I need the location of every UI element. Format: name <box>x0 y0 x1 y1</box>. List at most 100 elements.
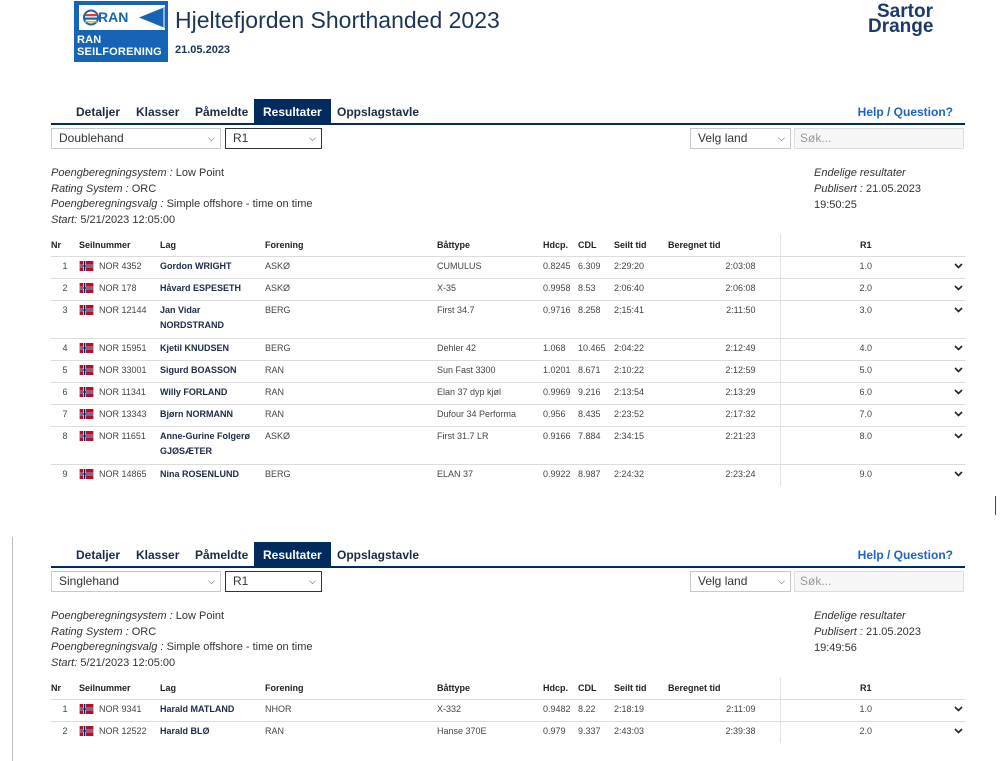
sail-number-cell: NOR 14865 <box>79 463 160 486</box>
sail-number-cell: NOR 12144 <box>79 299 160 338</box>
tab-oppslagstavle[interactable]: Oppslagstavle <box>337 548 420 562</box>
column-header[interactable]: CDL <box>578 682 597 693</box>
column-header[interactable]: Seilnummer <box>79 682 131 693</box>
column-header[interactable]: R1 <box>779 234 951 256</box>
tab-pameldte[interactable]: Påmeldte <box>195 548 249 562</box>
rank-cell: 4 <box>51 337 79 360</box>
column-header[interactable]: Beregnet tid <box>668 682 721 693</box>
table-row[interactable]: 1 NOR 4352 Gordon WRIGHT ASKØ CUMULUS 0.8245 6… <box>51 255 965 278</box>
table-header-row: Nr Seilnummer Lag Forening Båttype Hdcp. CDL Se… <box>51 234 965 256</box>
rank-cell: 5 <box>51 359 79 382</box>
search-placeholder: Søk... <box>800 574 832 588</box>
column-header[interactable]: Nr <box>51 239 62 250</box>
class-select[interactable]: Singlehand ⌵ <box>51 571 221 592</box>
search-input[interactable]: Søk... <box>794 571 964 592</box>
rank-cell: 8 <box>51 425 79 464</box>
expand-row-button[interactable] <box>951 381 965 404</box>
race-select[interactable]: R1 ⌵ <box>225 128 322 149</box>
table-row[interactable]: 1 NOR 9341 Harald MATLAND NHOR X-332 0.9482 8.… <box>51 698 965 721</box>
tab-resultater[interactable]: Resultater <box>254 99 331 125</box>
column-header[interactable]: Lag <box>160 239 177 250</box>
handicap-cell: 0.9716 <box>543 299 578 338</box>
expand-row-button[interactable] <box>951 337 965 360</box>
table-row[interactable]: 2 NOR 12522 Harald BLØ RAN Hanse 370E 0.979 9.… <box>51 720 965 743</box>
table-row[interactable]: 2 NOR 178 Håvard ESPESETH ASKØ X-35 0.9958 8.5… <box>51 277 965 300</box>
final-results-label: Endelige resultater <box>814 167 906 179</box>
sailed-time-cell: 2:18:19 <box>614 698 668 721</box>
expand-row-button[interactable] <box>951 425 965 464</box>
scoring-system-line: Poengberegningsystem : Low Point <box>51 166 224 182</box>
race-select-value: R1 <box>233 131 249 145</box>
crew-link[interactable]: Gordon WRIGHT <box>160 255 265 278</box>
start-value: 5/21/2023 12:05:00 <box>80 657 176 669</box>
table-row[interactable]: 6 NOR 11341 Willy FORLAND RAN Elan 37 dyp kj… <box>51 381 965 404</box>
tab-detaljer[interactable]: Detaljer <box>76 548 121 562</box>
handicap-cell: 0.9922 <box>543 463 578 486</box>
column-header[interactable]: Beregnet tid <box>668 239 721 250</box>
column-header[interactable]: CDL <box>578 239 597 250</box>
crew-link[interactable]: Harald BLØ <box>160 720 265 743</box>
crew-link[interactable]: Jan Vidar NORDSTRAND <box>160 299 265 338</box>
tab-klasser[interactable]: Klasser <box>136 105 180 119</box>
expand-row-button[interactable] <box>951 359 965 382</box>
cdl-cell: 8.671 <box>578 359 614 382</box>
country-select[interactable]: Velg land ⌵ <box>690 128 791 149</box>
published-line: Publisert : 21.05.2023 19:49:56 <box>814 625 965 656</box>
tab-resultater[interactable]: Resultater <box>254 542 331 568</box>
rating-system-label: Rating System : <box>51 183 129 195</box>
help-link[interactable]: Help / Question? <box>857 105 953 119</box>
country-select[interactable]: Velg land ⌵ <box>690 571 791 592</box>
tab-klasser[interactable]: Klasser <box>136 548 180 562</box>
column-header[interactable]: R1 <box>779 677 951 699</box>
crew-link[interactable]: Nina ROSENLUND <box>160 463 265 486</box>
crew-link[interactable]: Sigurd BOASSON <box>160 359 265 382</box>
tab-oppslagstavle[interactable]: Oppslagstavle <box>337 105 420 119</box>
chevron-down-icon <box>953 366 963 373</box>
sponsor-logo[interactable]: Sartor Drange <box>866 2 948 37</box>
norway-flag-icon <box>79 342 94 355</box>
search-input[interactable]: Søk... <box>794 128 964 149</box>
table-row[interactable]: 3 NOR 12144 Jan Vidar NORDSTRAND BERG First … <box>51 299 965 338</box>
ran-seilforening-logo[interactable]: RAN RAN SEILFORENING <box>74 1 168 62</box>
expand-row-button[interactable] <box>951 299 965 338</box>
column-header[interactable]: Forening <box>265 239 304 250</box>
table-row[interactable]: 9 NOR 14865 Nina ROSENLUND BERG ELAN 37 0.992… <box>51 463 965 486</box>
rating-system-line: Rating System : ORC <box>51 182 156 198</box>
expand-row-button[interactable] <box>951 698 965 721</box>
tab-detaljer[interactable]: Detaljer <box>76 105 121 119</box>
start-label: Start: <box>51 214 78 226</box>
help-link[interactable]: Help / Question? <box>857 548 953 562</box>
crew-link[interactable]: Harald MATLAND <box>160 698 265 721</box>
tab-pameldte[interactable]: Påmeldte <box>195 105 249 119</box>
crew-link[interactable]: Bjørn NORMANN <box>160 403 265 426</box>
class-select[interactable]: Doublehand ⌵ <box>51 128 221 149</box>
handicap-cell: 0.979 <box>543 720 578 743</box>
table-row[interactable]: 5 NOR 33001 Sigurd BOASSON RAN Sun Fast 3300… <box>51 359 965 382</box>
table-row[interactable]: 7 NOR 13343 Bjørn NORMANN RAN Dufour 34 Perf… <box>51 403 965 426</box>
tab-bar: Detaljer Klasser Påmeldte Resultater Oppslag… <box>51 99 965 125</box>
table-row[interactable]: 8 NOR 11651 Anne-Gurine Folgerø GJØSÆTER AS… <box>51 425 965 464</box>
column-header[interactable]: Lag <box>160 682 177 693</box>
expand-row-button[interactable] <box>951 403 965 426</box>
crew-link[interactable]: Anne-Gurine Folgerø GJØSÆTER <box>160 425 265 464</box>
expand-row-button[interactable] <box>951 255 965 278</box>
table-row[interactable]: 4 NOR 15951 Kjetil KNUDSEN BERG Dehler 42 1.0… <box>51 337 965 360</box>
column-header[interactable]: Hdcp. <box>543 682 569 693</box>
column-header[interactable]: Nr <box>51 682 62 693</box>
column-header[interactable]: Hdcp. <box>543 239 569 250</box>
race-select[interactable]: R1 ⌵ <box>225 571 322 592</box>
column-header[interactable]: Seilt tid <box>614 239 647 250</box>
column-header[interactable]: Båttype <box>437 239 471 250</box>
column-header[interactable]: Båttype <box>437 682 471 693</box>
column-header[interactable]: Seilnummer <box>79 239 131 250</box>
column-header[interactable]: Forening <box>265 682 304 693</box>
crew-link[interactable]: Håvard ESPESETH <box>160 277 265 300</box>
final-results-label: Endelige resultater <box>814 610 906 622</box>
expand-row-button[interactable] <box>951 720 965 743</box>
crew-link[interactable]: Kjetil KNUDSEN <box>160 337 265 360</box>
column-header[interactable]: Seilt tid <box>614 682 647 693</box>
expand-row-button[interactable] <box>951 277 965 300</box>
expand-row-button[interactable] <box>951 463 965 486</box>
boat-type-cell: X-35 <box>437 277 543 300</box>
crew-link[interactable]: Willy FORLAND <box>160 381 265 404</box>
